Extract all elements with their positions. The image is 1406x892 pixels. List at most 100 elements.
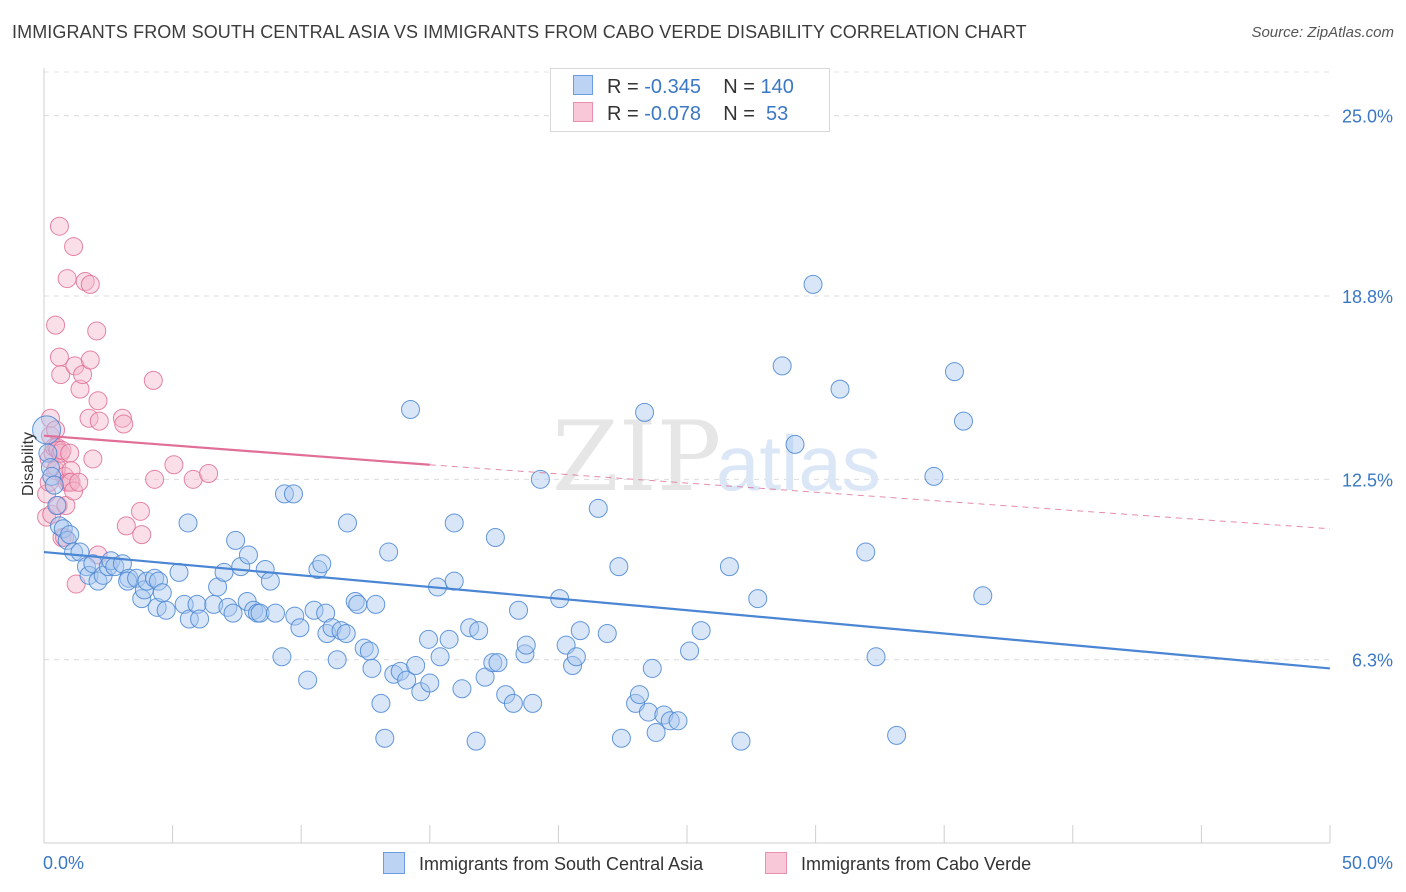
data-point [143,370,163,390]
data-point [516,635,536,655]
data-point [47,496,67,516]
data-point [49,216,69,236]
data-point [668,711,688,731]
data-point [444,571,464,591]
data-point [371,693,391,713]
legend-r-value: -0.345 [644,76,701,98]
data-point [866,647,886,667]
data-point [379,542,399,562]
data-point [179,609,199,629]
y-tick-label: 12.5% [1342,470,1393,490]
data-point [354,638,374,658]
data-point [642,658,662,678]
data-point [255,560,275,580]
data-point [439,629,459,649]
series-name-pink: Immigrants from Cabo Verde [801,854,1032,874]
data-point [272,647,292,667]
data-point [748,589,768,609]
data-point [283,484,303,504]
data-point [80,350,100,370]
series-legend-blue: Immigrants from South Central Asia [383,852,703,875]
y-axis-label: Disability [20,432,37,496]
south-central-asia-points [32,274,993,751]
data-point [856,542,876,562]
data-point [88,571,108,591]
legend-n-label: N = [723,103,761,125]
legend-r-value: -0.078 [644,103,701,125]
data-point [566,647,586,667]
data-point [646,722,666,742]
x-tick-label: 0.0% [43,853,84,873]
data-point [331,621,351,641]
data-point [101,551,121,571]
data-point [64,481,84,501]
data-point [152,583,172,603]
data-point [362,658,382,678]
data-point [88,391,108,411]
data-point [327,650,347,670]
data-point [973,586,993,606]
legend-n-value: 140 [760,76,794,98]
series-swatch-pink [765,852,787,874]
data-point [40,408,60,428]
x-tick-label: 50.0% [1342,853,1393,873]
data-point [156,600,176,620]
data-point [488,653,508,673]
data-point [953,411,973,431]
data-point [304,600,324,620]
data-point [60,525,80,545]
data-point [444,513,464,533]
data-point [265,603,285,623]
legend-r-label: R = [607,103,645,125]
data-point [57,269,77,289]
watermark-zip: ZIP [552,401,721,513]
data-point [419,629,439,649]
data-point [208,577,228,597]
data-point [503,693,523,713]
series-swatch-blue [383,852,405,874]
watermark: ZIP atlas [552,401,881,513]
data-point [719,557,739,577]
data-point [116,516,136,536]
data-point [169,562,189,582]
data-point [483,653,503,673]
data-point [75,271,95,291]
data-point [635,402,655,422]
data-point [731,731,751,751]
data-point [178,513,198,533]
data-point [73,365,93,385]
data-point [691,621,711,641]
data-point [137,571,157,591]
y-tick-label: 6.3% [1352,651,1393,671]
data-point [164,455,184,475]
data-point [69,472,89,492]
data-point [485,528,505,548]
data-point [638,702,658,722]
data-point [420,673,440,693]
y-tick-label: 18.8% [1342,287,1393,307]
data-point [366,594,386,614]
data-point [148,571,168,591]
data-point [145,568,165,588]
data-point [509,600,529,620]
watermark-atlas: atlas [716,419,881,507]
data-point [348,594,368,614]
data-point [887,725,907,745]
data-point [260,571,280,591]
data-point [469,621,489,641]
data-point [112,408,132,428]
data-point [924,466,944,486]
data-point [406,656,426,676]
data-point [345,592,365,612]
legend-swatch-pink [573,102,593,122]
data-point [803,274,823,294]
data-point [223,603,243,623]
data-point [475,667,495,687]
stats-legend: R = -0.345 N = 140 R = -0.078 N = 53 [550,68,830,132]
data-point [214,562,234,582]
data-point [87,321,107,341]
legend-n-label: N = [723,76,761,98]
data-point [89,411,109,431]
legend-row-pink: R = -0.078 N = 53 [573,102,788,128]
